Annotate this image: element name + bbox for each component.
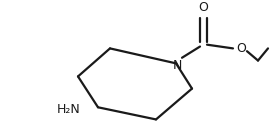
Text: H₂N: H₂N [56,103,80,116]
Text: O: O [198,1,208,14]
Text: O: O [236,42,246,55]
Text: N: N [172,59,182,72]
